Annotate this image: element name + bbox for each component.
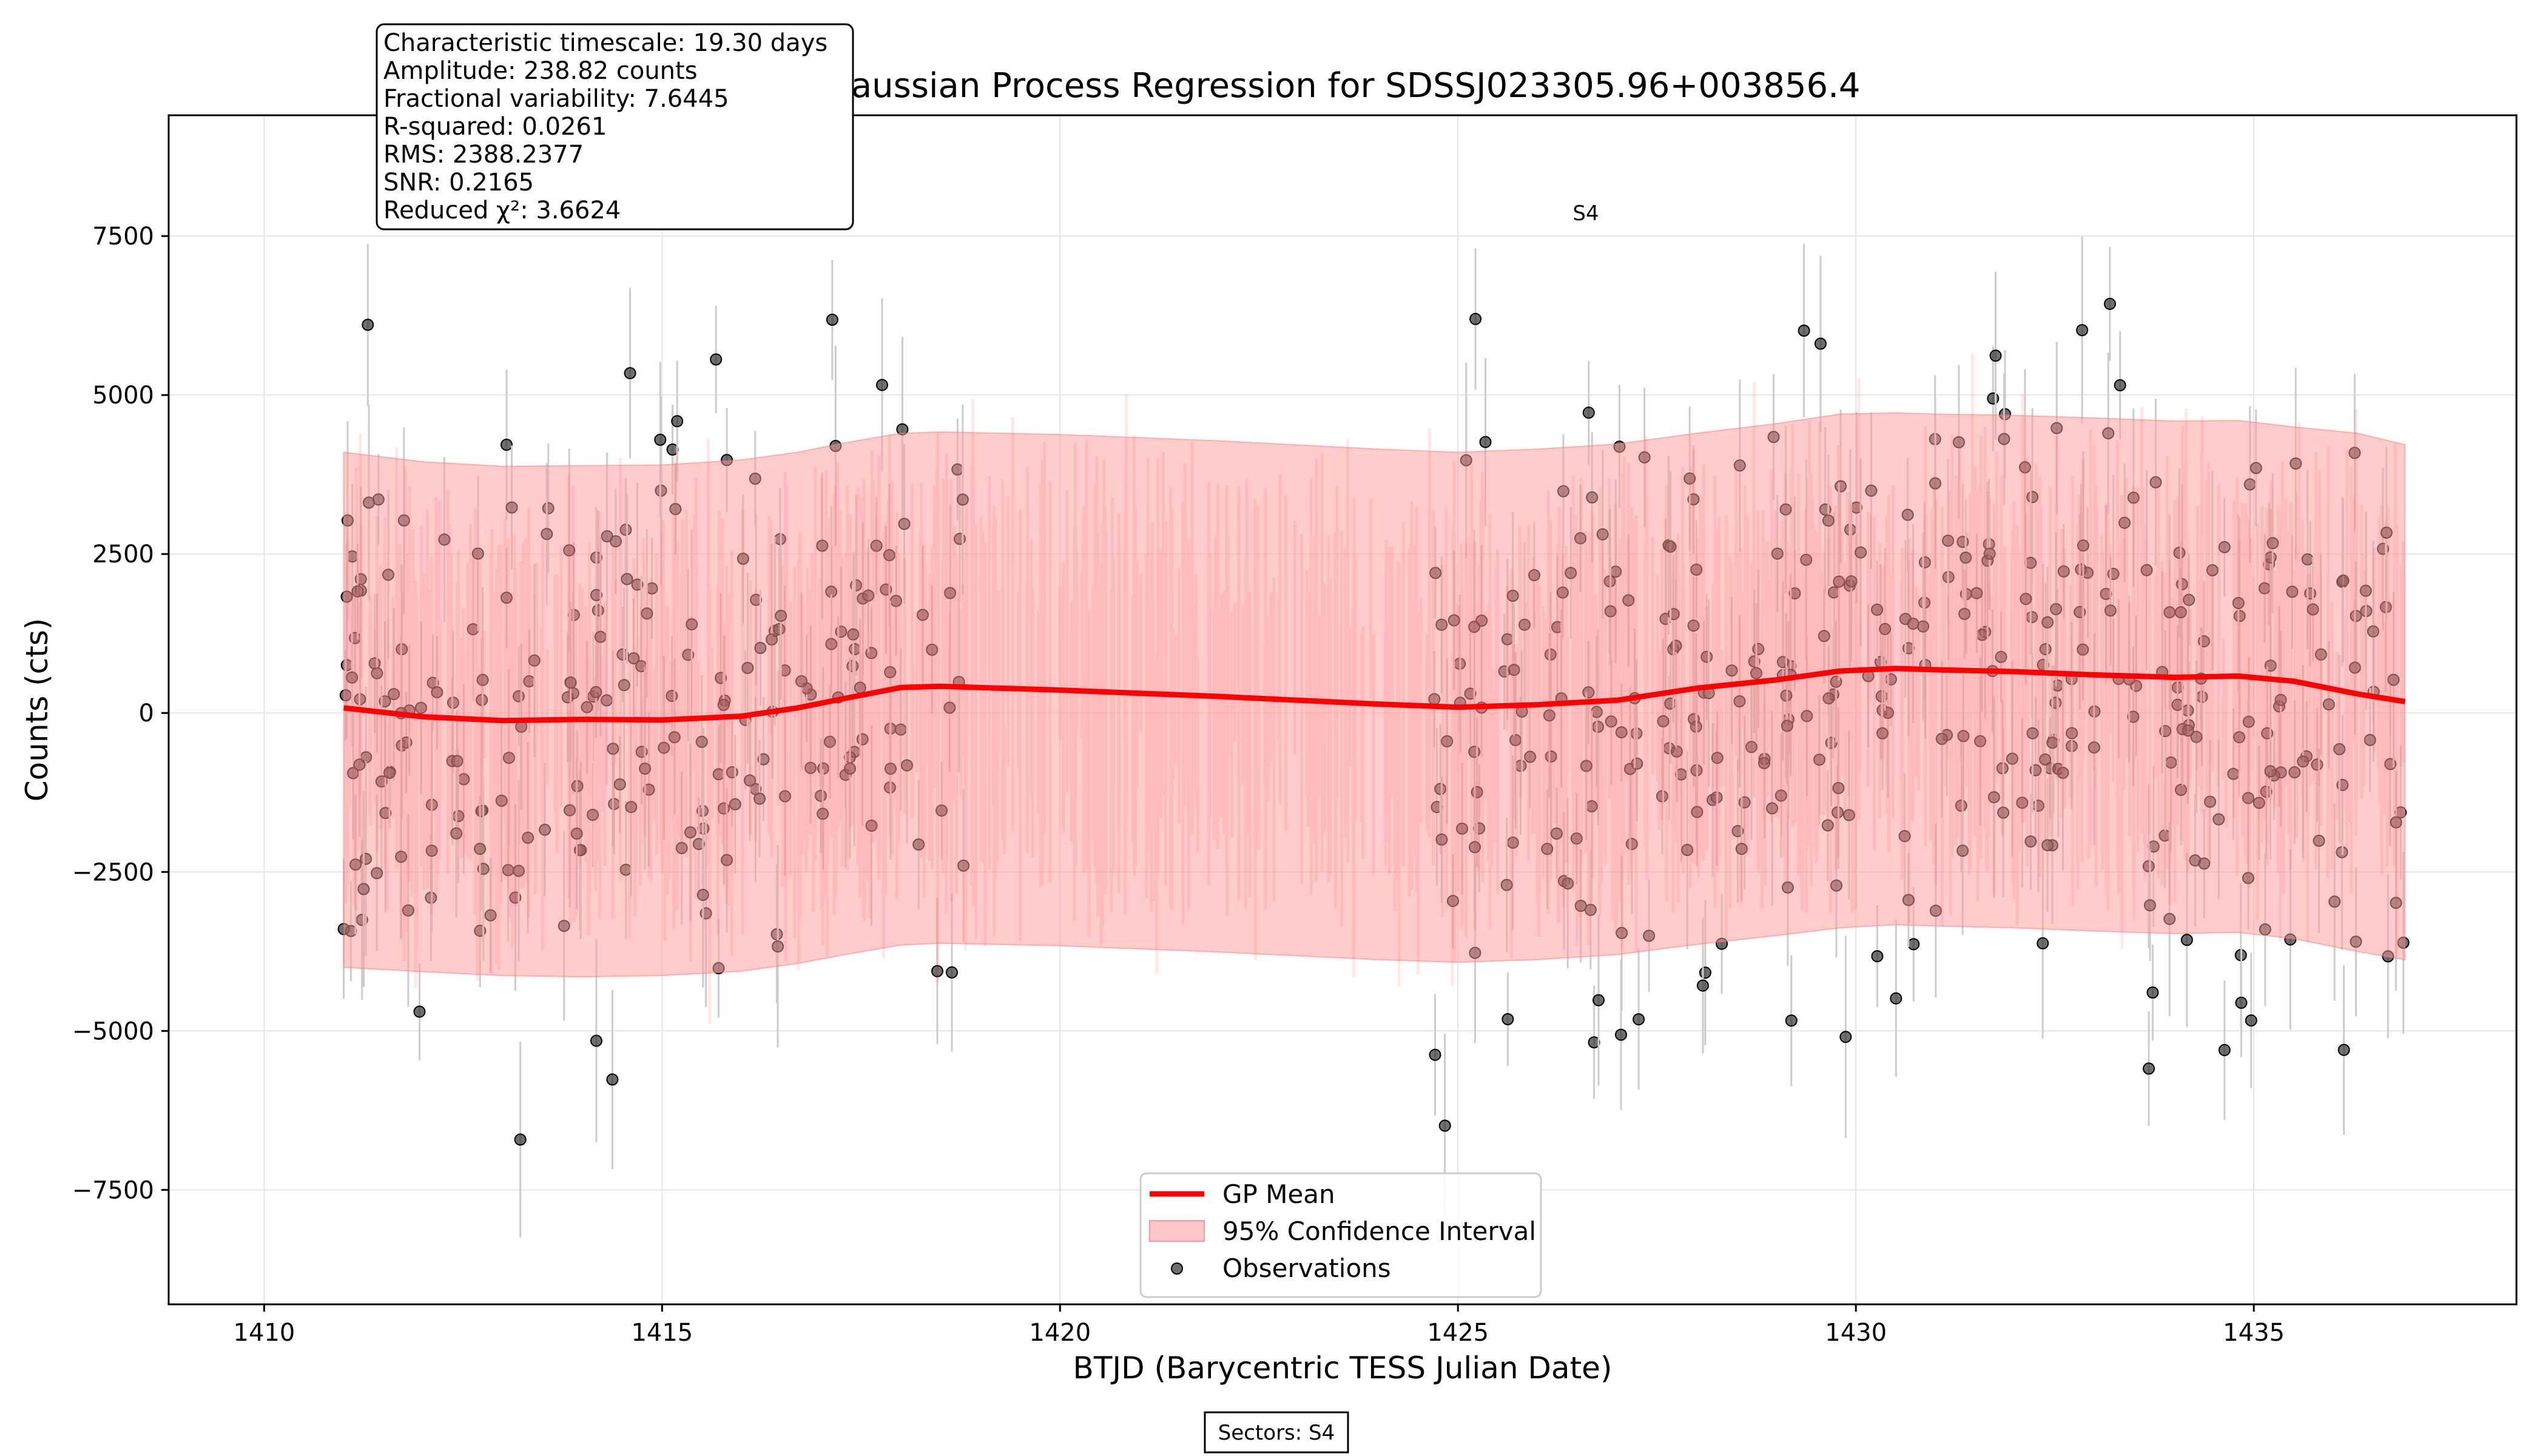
x-axis-label: BTJD (Barycentric TESS Julian Date)	[1073, 1350, 1613, 1386]
observation-point	[1890, 992, 1903, 1005]
x-tick-label: 1435	[2223, 1319, 2285, 1347]
confidence-interval-layer	[343, 352, 2406, 1025]
y-tick-label: −5000	[72, 1017, 154, 1045]
observation-point	[710, 353, 723, 366]
observation-point	[1699, 966, 1711, 979]
x-tick-label: 1415	[631, 1319, 693, 1347]
stats-line: RMS: 2388.2377	[383, 141, 584, 169]
observation-point	[2245, 1014, 2257, 1027]
observation-point	[671, 415, 684, 428]
observation-point	[413, 1005, 426, 1018]
observation-point	[1588, 1036, 1600, 1049]
y-axis-label: Counts (cts)	[19, 618, 55, 802]
stats-line: Reduced χ²: 3.6624	[383, 197, 621, 224]
observation-point	[1469, 312, 1482, 325]
legend: GP Mean 95% Confidence Interval Observat…	[1139, 1172, 1542, 1298]
chart-title: Gaussian Process Regression for SDSSJ023…	[824, 66, 1860, 106]
observation-point	[1989, 349, 2002, 362]
observation-point	[2146, 986, 2159, 999]
observation-point	[1907, 938, 1920, 951]
observation-point	[876, 379, 888, 391]
observation-point	[1785, 1014, 1798, 1027]
observation-point	[1696, 979, 1709, 992]
observation-point	[654, 433, 667, 446]
confidence-band	[343, 412, 2406, 978]
y-tick-label: −7500	[72, 1176, 154, 1204]
observation-point	[1582, 406, 1595, 419]
gp-mean-line	[343, 666, 2406, 724]
x-tick-label: 1420	[1029, 1319, 1091, 1347]
stats-line: Characteristic timescale: 19.30 days	[383, 29, 827, 57]
observation-point	[1798, 325, 1810, 337]
y-tick-label: 2500	[92, 541, 154, 568]
legend-label: 95% Confidence Interval	[1222, 1216, 1536, 1246]
observation-point	[1814, 337, 1827, 350]
observation-point	[931, 965, 943, 977]
observation-point	[1429, 1048, 1441, 1061]
observation-point	[2143, 1062, 2155, 1075]
legend-label: GP Mean	[1222, 1179, 1335, 1209]
observation-point	[1871, 950, 1884, 963]
stats-line: Fractional variability: 7.6445	[383, 85, 729, 113]
y-tick-label: 0	[139, 699, 154, 727]
observation-point	[2337, 1043, 2350, 1056]
observation-point	[1839, 1031, 1852, 1043]
observation-point	[2037, 937, 2049, 949]
stats-box: Characteristic timescale: 19.30 days Amp…	[376, 23, 854, 231]
sectors-footer-label: Sectors: S4	[1218, 1421, 1335, 1445]
observation-point	[2103, 297, 2116, 310]
observation-point	[1615, 1028, 1627, 1041]
observation-point	[624, 367, 636, 380]
gp-mean-layer	[343, 666, 2406, 724]
observation-point	[2114, 379, 2126, 391]
observation-point	[1592, 994, 1605, 1006]
observation-point	[590, 1034, 602, 1047]
plot-frame	[167, 114, 2518, 1306]
x-tick-label: 1410	[234, 1319, 295, 1347]
x-ticks: 1410 1415 1420 1425 1430 1435	[234, 1304, 2285, 1347]
y-ticks: −7500 −5000 −2500 0 2500 5000 7500	[72, 223, 169, 1204]
stats-line: R-squared: 0.0261	[383, 113, 607, 141]
observation-point	[2180, 934, 2193, 946]
observation-point	[500, 439, 513, 451]
legend-label: Observations	[1222, 1253, 1391, 1283]
observation-point	[2076, 324, 2089, 337]
y-tick-label: −2500	[72, 858, 154, 886]
observation-point	[1633, 1013, 1645, 1026]
sector-annotation-label: S4	[1572, 201, 1599, 226]
observation-point	[2235, 996, 2248, 1009]
observation-point	[2218, 1043, 2231, 1056]
observation-point	[1502, 1013, 1514, 1025]
observation-point	[1479, 436, 1492, 448]
x-tick-label: 1430	[1825, 1319, 1887, 1347]
observation-point	[1987, 392, 2000, 405]
stats-line: SNR: 0.2165	[383, 169, 534, 197]
observation-point	[1438, 1119, 1451, 1132]
legend-swatch-observations	[1171, 1262, 1183, 1275]
legend-swatch-confidence	[1149, 1220, 1205, 1242]
sectors-footer: Sectors: S4	[1204, 1411, 1349, 1454]
observation-point	[514, 1133, 527, 1146]
stats-line: Amplitude: 238.82 counts	[383, 57, 698, 85]
y-tick-label: 5000	[92, 382, 154, 410]
observation-point	[946, 966, 958, 979]
observation-point	[362, 318, 374, 331]
observation-point	[606, 1073, 619, 1086]
confidence-texture	[344, 352, 2405, 1025]
observation-point	[826, 314, 838, 326]
y-tick-label: 7500	[92, 223, 154, 251]
x-tick-label: 1425	[1427, 1319, 1489, 1347]
